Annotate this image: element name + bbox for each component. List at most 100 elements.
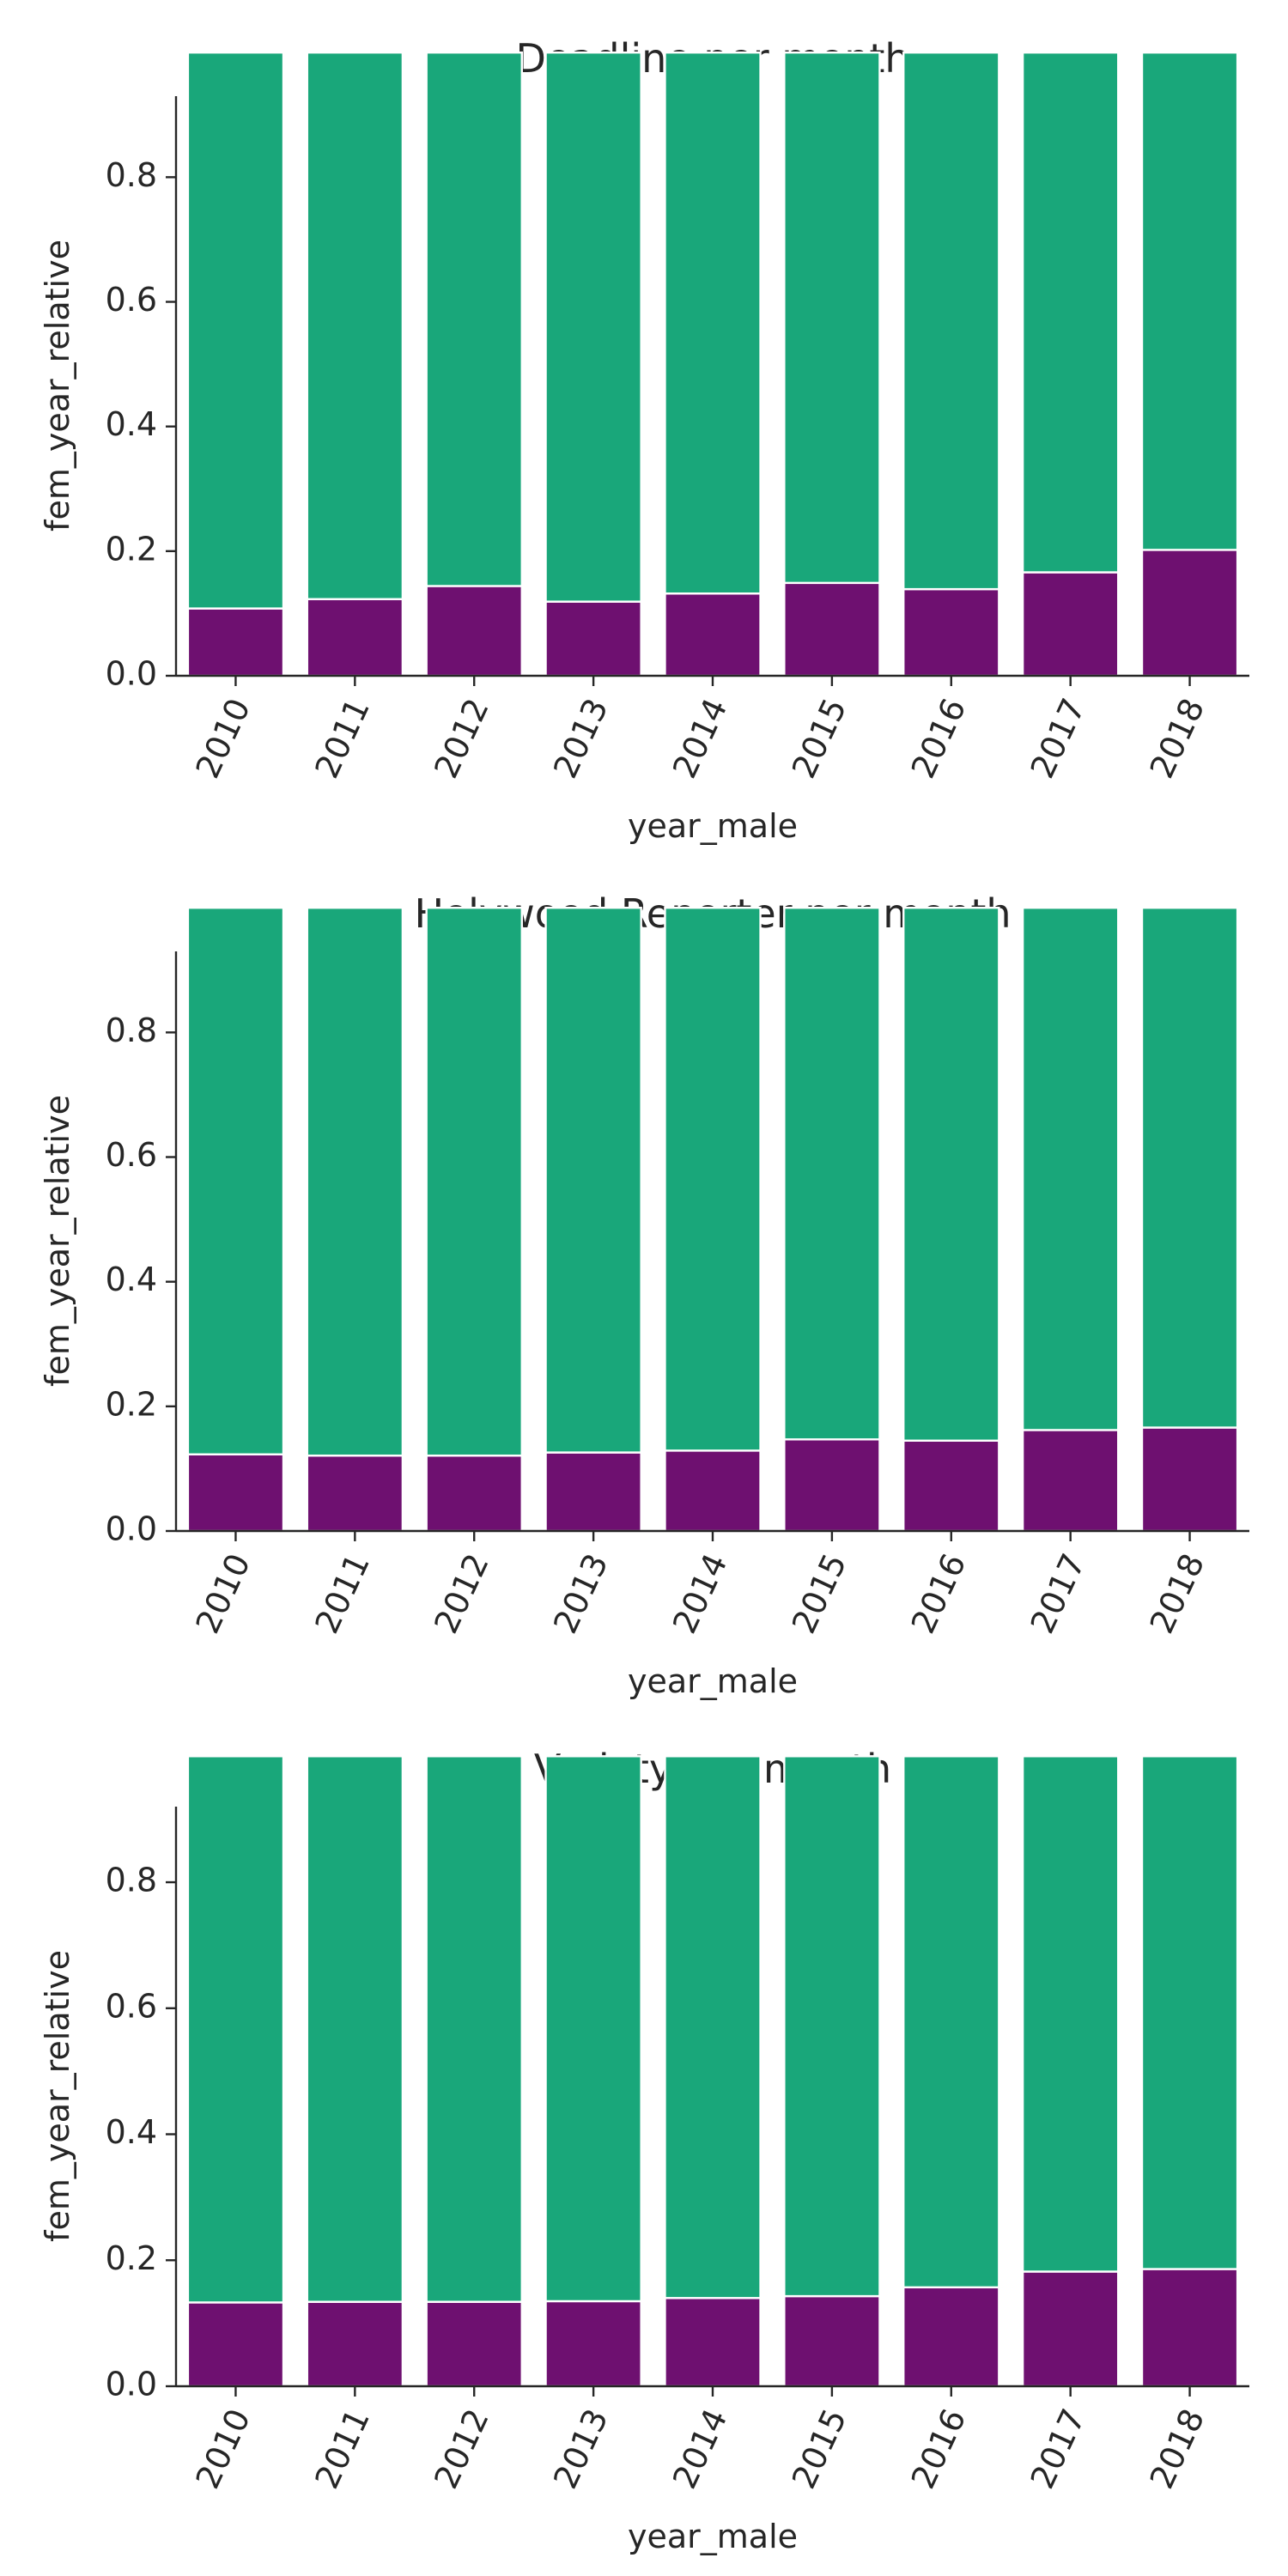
- x-tick-label: 2014: [665, 693, 735, 784]
- bar-male-2010: [186, 906, 285, 1455]
- x-tick-label: 2013: [546, 693, 616, 784]
- x-tick-label: 2013: [546, 2403, 616, 2494]
- bar-female-2012: [425, 585, 523, 677]
- x-axis-label: year_male: [628, 807, 798, 845]
- x-tick-label: 2017: [1024, 693, 1093, 784]
- x-tick-label: 2012: [427, 693, 496, 784]
- x-axis-label: year_male: [628, 2518, 798, 2555]
- y-tick-label: 0.0: [106, 2366, 157, 2403]
- chart-holywood-reporter: Holywood Reporter per month 0.00.20.40.6…: [39, 890, 1249, 1700]
- x-tick-label: 2013: [546, 1548, 616, 1639]
- bar-male-2011: [306, 51, 404, 600]
- bar-male-2017: [1021, 51, 1120, 574]
- bar-male-2012: [425, 51, 523, 587]
- bar-female-2013: [544, 1451, 642, 1533]
- bar-female-2011: [306, 1454, 404, 1533]
- bar-female-2010: [186, 2301, 285, 2388]
- bar-female-2018: [1140, 2268, 1239, 2388]
- x-tick-label: 2016: [904, 693, 974, 784]
- bar-male-2015: [783, 906, 881, 1441]
- y-tick-label: 0.8: [106, 1862, 157, 1899]
- bar-female-2018: [1140, 549, 1239, 677]
- bar-female-2014: [664, 592, 762, 677]
- x-tick-label: 2018: [1142, 2403, 1212, 2494]
- bar-male-2016: [902, 1755, 1000, 2289]
- x-tick-label: 2010: [188, 1548, 258, 1639]
- y-axis-label: fem_year_relative: [39, 1095, 76, 1387]
- x-tick-label: 2015: [785, 693, 854, 784]
- x-tick-label: 2011: [307, 693, 377, 784]
- x-tick-label: 2015: [785, 2403, 854, 2494]
- x-tick-label: 2011: [307, 2403, 377, 2494]
- bar-male-2018: [1140, 906, 1239, 1429]
- bar-female-2013: [544, 600, 642, 677]
- x-axis-label: year_male: [628, 1662, 798, 1700]
- bar-female-2010: [186, 1453, 285, 1533]
- bar-female-2010: [186, 607, 285, 677]
- chart-variety: Variety per month 0.00.20.40.60.8 201020…: [39, 1746, 1249, 2555]
- bar-female-2016: [902, 587, 1000, 677]
- x-tick-label: 2015: [785, 1548, 854, 1639]
- bar-male-2011: [306, 906, 404, 1457]
- x-tick-label: 2014: [665, 1548, 735, 1639]
- bar-female-2017: [1021, 2270, 1120, 2388]
- y-tick-label: 0.8: [106, 1012, 157, 1049]
- y-tick-label: 0.2: [106, 530, 157, 568]
- y-tick-label: 0.6: [106, 1987, 157, 2025]
- bar-male-2018: [1140, 1755, 1239, 2270]
- bar-male-2014: [664, 906, 762, 1452]
- x-tick-label: 2018: [1142, 1548, 1212, 1639]
- bar-female-2015: [783, 2294, 881, 2388]
- y-tick-label: 0.8: [106, 156, 157, 194]
- x-tick-label: 2017: [1024, 1548, 1093, 1639]
- bar-female-2014: [664, 1449, 762, 1533]
- chart-deadline: Deadline per month 0.00.20.40.60.8 20102…: [39, 35, 1249, 845]
- bar-male-2012: [425, 1755, 523, 2303]
- bar-female-2018: [1140, 1426, 1239, 1533]
- bar-male-2014: [664, 51, 762, 595]
- x-tick-label: 2016: [904, 1548, 974, 1639]
- bar-male-2010: [186, 1755, 285, 2304]
- bar-male-2017: [1021, 906, 1120, 1431]
- bar-female-2017: [1021, 571, 1120, 677]
- y-tick-label: 0.4: [106, 405, 157, 443]
- x-tick-label: 2017: [1024, 2403, 1093, 2494]
- x-tick-label: 2014: [665, 2403, 735, 2494]
- bar-male-2013: [544, 51, 642, 603]
- bar-male-2010: [186, 51, 285, 610]
- bar-male-2015: [783, 1755, 881, 2298]
- bar-male-2014: [664, 1755, 762, 2300]
- y-tick-label: 0.4: [106, 2113, 157, 2151]
- y-tick-label: 0.0: [106, 1510, 157, 1548]
- bar-female-2015: [783, 581, 881, 677]
- bar-female-2017: [1021, 1429, 1120, 1533]
- bar-male-2016: [902, 51, 1000, 591]
- bar-male-2016: [902, 906, 1000, 1442]
- y-tick-label: 0.0: [106, 655, 157, 693]
- bar-male-2012: [425, 906, 523, 1457]
- y-tick-label: 0.6: [106, 281, 157, 319]
- bar-male-2017: [1021, 1755, 1120, 2273]
- bar-female-2012: [425, 1454, 523, 1533]
- y-axis-label: fem_year_relative: [39, 240, 76, 532]
- bar-female-2011: [306, 2300, 404, 2388]
- y-axis-label: fem_year_relative: [39, 1950, 76, 2242]
- x-tick-label: 2011: [307, 1548, 377, 1639]
- x-tick-label: 2010: [188, 2403, 258, 2494]
- bar-male-2018: [1140, 51, 1239, 551]
- bar-male-2013: [544, 1755, 642, 2303]
- bar-female-2015: [783, 1438, 881, 1533]
- bar-male-2015: [783, 51, 881, 585]
- bar-female-2012: [425, 2300, 523, 2388]
- y-tick-label: 0.2: [106, 1385, 157, 1423]
- bar-female-2013: [544, 2300, 642, 2388]
- bar-female-2011: [306, 598, 404, 677]
- bar-female-2016: [902, 2286, 1000, 2388]
- x-tick-label: 2016: [904, 2403, 974, 2494]
- x-tick-label: 2018: [1142, 693, 1212, 784]
- bar-male-2013: [544, 906, 642, 1454]
- bar-male-2011: [306, 1755, 404, 2303]
- x-tick-label: 2012: [427, 1548, 496, 1639]
- x-tick-label: 2012: [427, 2403, 496, 2494]
